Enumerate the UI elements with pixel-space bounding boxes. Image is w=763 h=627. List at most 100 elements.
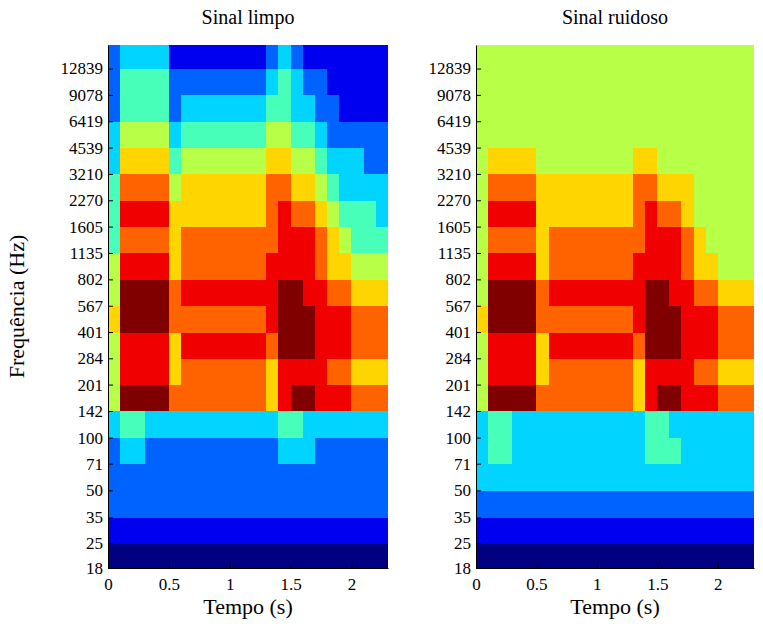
- axis-line: [477, 568, 755, 569]
- cell: [376, 411, 388, 438]
- tick: 25: [454, 534, 481, 553]
- cell: [145, 121, 158, 148]
- cell: [242, 464, 255, 491]
- tick-label: 71: [86, 455, 103, 474]
- cell: [549, 253, 562, 280]
- cell: [597, 148, 610, 175]
- cell: [488, 121, 501, 148]
- cell: [585, 385, 598, 412]
- cell: [524, 306, 537, 333]
- cell: [669, 306, 682, 333]
- tick: 201: [78, 376, 114, 395]
- cell: [254, 45, 267, 69]
- tick-label: 1: [593, 575, 602, 594]
- cell: [266, 148, 279, 175]
- cell: [376, 517, 388, 543]
- cell: [315, 200, 328, 227]
- cell: [218, 411, 231, 438]
- cell: [512, 385, 525, 412]
- figure: 00.511.521825355071100142201284401567802…: [0, 0, 763, 627]
- cell: [132, 306, 145, 333]
- cell: [303, 227, 316, 254]
- tick-mark: [476, 411, 481, 412]
- cell: [512, 279, 525, 306]
- cell: [718, 306, 731, 333]
- cell: [621, 385, 634, 412]
- cell: [315, 543, 328, 568]
- cell: [645, 490, 658, 518]
- tick-label: 1135: [70, 244, 103, 263]
- cell: [585, 69, 598, 96]
- cell: [266, 306, 279, 333]
- cell: [488, 358, 501, 385]
- cell: [621, 332, 634, 359]
- tick-label: 401: [78, 323, 104, 342]
- cell: [681, 358, 694, 385]
- cell: [669, 45, 682, 69]
- cell: [157, 411, 170, 438]
- cell: [500, 200, 513, 227]
- cell: [561, 69, 574, 96]
- cell: [718, 438, 731, 465]
- cell: [645, 438, 658, 465]
- tick: 6419: [437, 112, 481, 131]
- cell: [205, 253, 218, 280]
- cell: [205, 490, 218, 518]
- cell: [488, 200, 501, 227]
- tick: 6419: [69, 112, 113, 131]
- cell: [108, 464, 121, 491]
- cell: [476, 69, 489, 96]
- cell: [132, 517, 145, 543]
- tick-label: 6419: [69, 112, 103, 131]
- cell: [291, 385, 304, 412]
- cell: [621, 95, 634, 122]
- cell: [376, 306, 388, 333]
- tick: 142: [446, 402, 482, 421]
- tick-mark: [476, 358, 481, 359]
- tick-label: 1605: [437, 218, 471, 237]
- cell: [181, 227, 194, 254]
- cell: [291, 306, 304, 333]
- cell: [303, 490, 316, 518]
- cell: [742, 306, 754, 333]
- cell: [376, 227, 388, 254]
- cell: [351, 95, 364, 122]
- cell: [266, 45, 279, 69]
- tick: 9078: [69, 86, 113, 105]
- cell: [108, 200, 121, 227]
- cell: [145, 95, 158, 122]
- tick: 201: [446, 376, 482, 395]
- cell: [351, 464, 364, 491]
- cell: [718, 174, 731, 201]
- cell: [561, 45, 574, 69]
- tick-mark: [476, 69, 481, 70]
- cell: [536, 490, 549, 518]
- tick-mark: [108, 385, 113, 386]
- cell: [132, 385, 145, 412]
- cell: [339, 332, 352, 359]
- cell: [742, 200, 754, 227]
- tick: 25: [86, 534, 113, 553]
- cell: [120, 69, 133, 96]
- cell: [597, 174, 610, 201]
- cell: [266, 95, 279, 122]
- cell: [488, 517, 501, 543]
- cell: [242, 358, 255, 385]
- cell: [327, 279, 340, 306]
- tick: 71: [454, 455, 481, 474]
- cell: [488, 95, 501, 122]
- tick: 12839: [429, 59, 482, 78]
- cell: [181, 438, 194, 465]
- cell: [120, 358, 133, 385]
- cell: [169, 121, 182, 148]
- cell: [145, 438, 158, 465]
- cell: [657, 464, 670, 491]
- cell: [476, 411, 489, 438]
- cell: [500, 227, 513, 254]
- cell: [266, 69, 279, 96]
- tick-label: 2270: [437, 191, 471, 210]
- cell: [291, 464, 304, 491]
- cell: [303, 358, 316, 385]
- cell: [169, 227, 182, 254]
- tick: 1.5: [280, 563, 301, 594]
